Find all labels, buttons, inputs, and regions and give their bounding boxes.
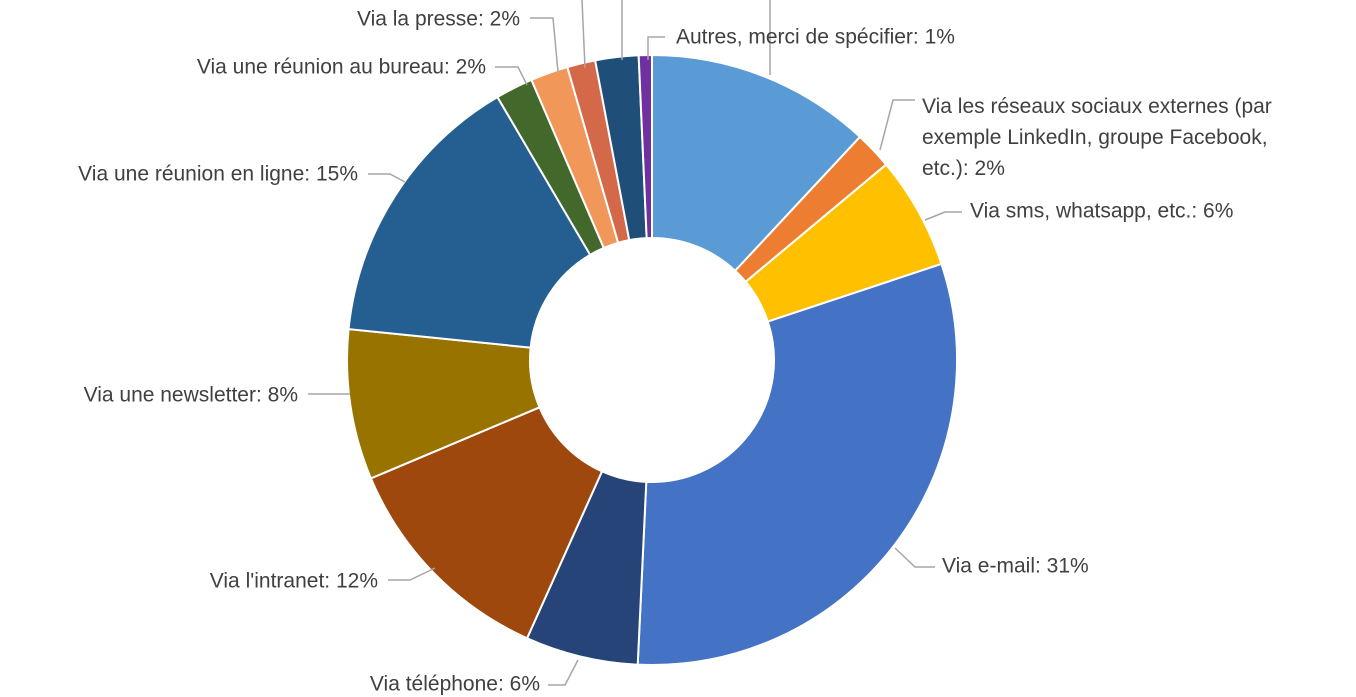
slice-label: Via une réunion en ligne: 15% (78, 163, 358, 186)
label-line: exemple LinkedIn, groupe Facebook, (922, 126, 1268, 149)
slice-label: Via une réunion au bureau: 2% (197, 56, 486, 79)
label-line: etc.): 2% (922, 157, 1005, 180)
leader-line (647, 36, 665, 60)
slice-label: Via l'intranet: 12% (210, 570, 378, 593)
leader-line (879, 99, 915, 151)
slice-label: Via e-mail: 31% (942, 555, 1089, 578)
slice-label: Via une newsletter: 8% (84, 384, 298, 407)
leader-line (894, 547, 935, 568)
slice-label: Via téléphone: 6% (370, 673, 540, 696)
leader-line (530, 17, 559, 73)
leader-line (388, 567, 436, 581)
slice-label: Via sms, whatsapp, etc.: 6% (970, 200, 1233, 223)
slice-label: Via les réseaux sociaux externes (par exe… (922, 95, 1272, 180)
label-line: Via les réseaux sociaux externes (par (922, 95, 1272, 118)
donut-slice (636, 262, 958, 666)
leader-line (581, 0, 586, 69)
leader-line (495, 66, 528, 86)
donut-slice (637, 53, 653, 240)
donut-slice (651, 53, 862, 273)
donut-slice (347, 95, 592, 349)
donut-slice (369, 406, 604, 640)
slice-label: Via la presse: 2% (357, 8, 520, 31)
leader-line (548, 659, 579, 686)
leader-line (924, 211, 962, 221)
slice-label: Autres, merci de spécifier: 1% (676, 26, 955, 49)
leader-line (368, 173, 406, 183)
